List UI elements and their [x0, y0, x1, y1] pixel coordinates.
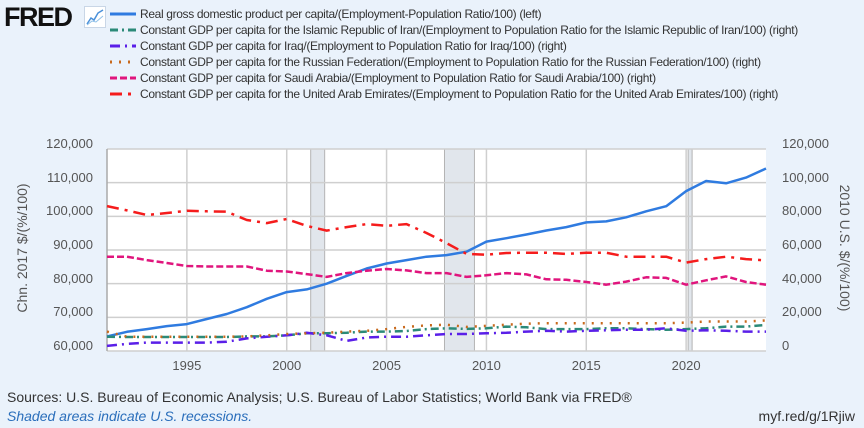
y-tick-label-right: 120,000 [782, 136, 829, 151]
x-tick-label: 2010 [471, 358, 501, 373]
series-line-4 [107, 255, 767, 286]
y-tick-label-left: 80,000 [53, 270, 93, 286]
right-axis-title: 2010 U.S. $/(%/100) [837, 184, 853, 312]
chart-legend: Real gross domestic product per capita/(… [106, 6, 856, 102]
legend-swatch [110, 92, 136, 96]
series-line-3 [106, 319, 767, 338]
x-tick-label: 2005 [372, 358, 402, 373]
series-line-1 [106, 323, 767, 339]
legend-swatch [110, 44, 136, 48]
legend-item[interactable]: Constant GDP per capita for Iraq/(Employ… [106, 38, 856, 54]
y-tick-label-right: 20,000 [782, 304, 822, 320]
y-tick-label-left: 70,000 [53, 304, 93, 320]
legend-item[interactable]: Constant GDP per capita for the Russian … [106, 54, 856, 70]
legend-item[interactable]: Real gross domestic product per capita/(… [106, 6, 856, 22]
y-tick-label-left: 90,000 [53, 237, 93, 252]
legend-label: Constant GDP per capita for the Russian … [140, 55, 761, 69]
legend-label: Constant GDP per capita for Saudi Arabia… [140, 71, 656, 85]
y-tick-label-right: 60,000 [782, 237, 822, 252]
x-tick-label: 2000 [272, 358, 302, 373]
legend-label: Constant GDP per capita for the United A… [140, 87, 779, 101]
legend-item[interactable]: Constant GDP per capita for Saudi Arabia… [106, 70, 856, 86]
x-tick-label: 2020 [671, 358, 701, 373]
recession-note: Shaded areas indicate U.S. recessions. [7, 408, 253, 424]
short-link[interactable]: myf.red/g/1Rjiw [758, 408, 855, 424]
legend-label: Constant GDP per capita for the Islamic … [140, 23, 798, 37]
series-line-5 [106, 204, 767, 264]
legend-swatch [110, 76, 136, 80]
fred-logo[interactable]: FRED [4, 2, 73, 33]
sources-text: Sources: U.S. Bureau of Economic Analysi… [7, 389, 632, 405]
legend-label: Real gross domestic product per capita/(… [140, 7, 542, 21]
legend-label: Constant GDP per capita for Iraq/(Employ… [140, 39, 567, 53]
left-axis-title: Chn. 2017 $/(%/100) [14, 183, 30, 313]
series-line-0 [106, 167, 767, 338]
x-tick-label: 1995 [172, 358, 202, 373]
legend-swatch [110, 28, 136, 32]
legend-swatch [110, 12, 136, 16]
y-tick-label-left: 100,000 [46, 203, 93, 219]
series-line-2 [106, 327, 766, 348]
y-tick-label-left: 110,000 [46, 169, 93, 185]
legend-item[interactable]: Constant GDP per capita for the Islamic … [106, 22, 856, 38]
y-tick-label-right: 0 [782, 338, 790, 353]
y-tick-label-right: 80,000 [782, 203, 822, 219]
logo-text: FRED [4, 2, 73, 32]
y-tick-label-right: 100,000 [782, 169, 829, 185]
legend-item[interactable]: Constant GDP per capita for the United A… [106, 86, 856, 102]
x-tick-label: 2015 [571, 358, 601, 373]
y-tick-label-right: 40,000 [782, 270, 822, 286]
chart-line-icon [84, 6, 106, 28]
y-tick-label-left: 60,000 [53, 338, 93, 353]
y-tick-label-left: 120,000 [46, 136, 93, 151]
